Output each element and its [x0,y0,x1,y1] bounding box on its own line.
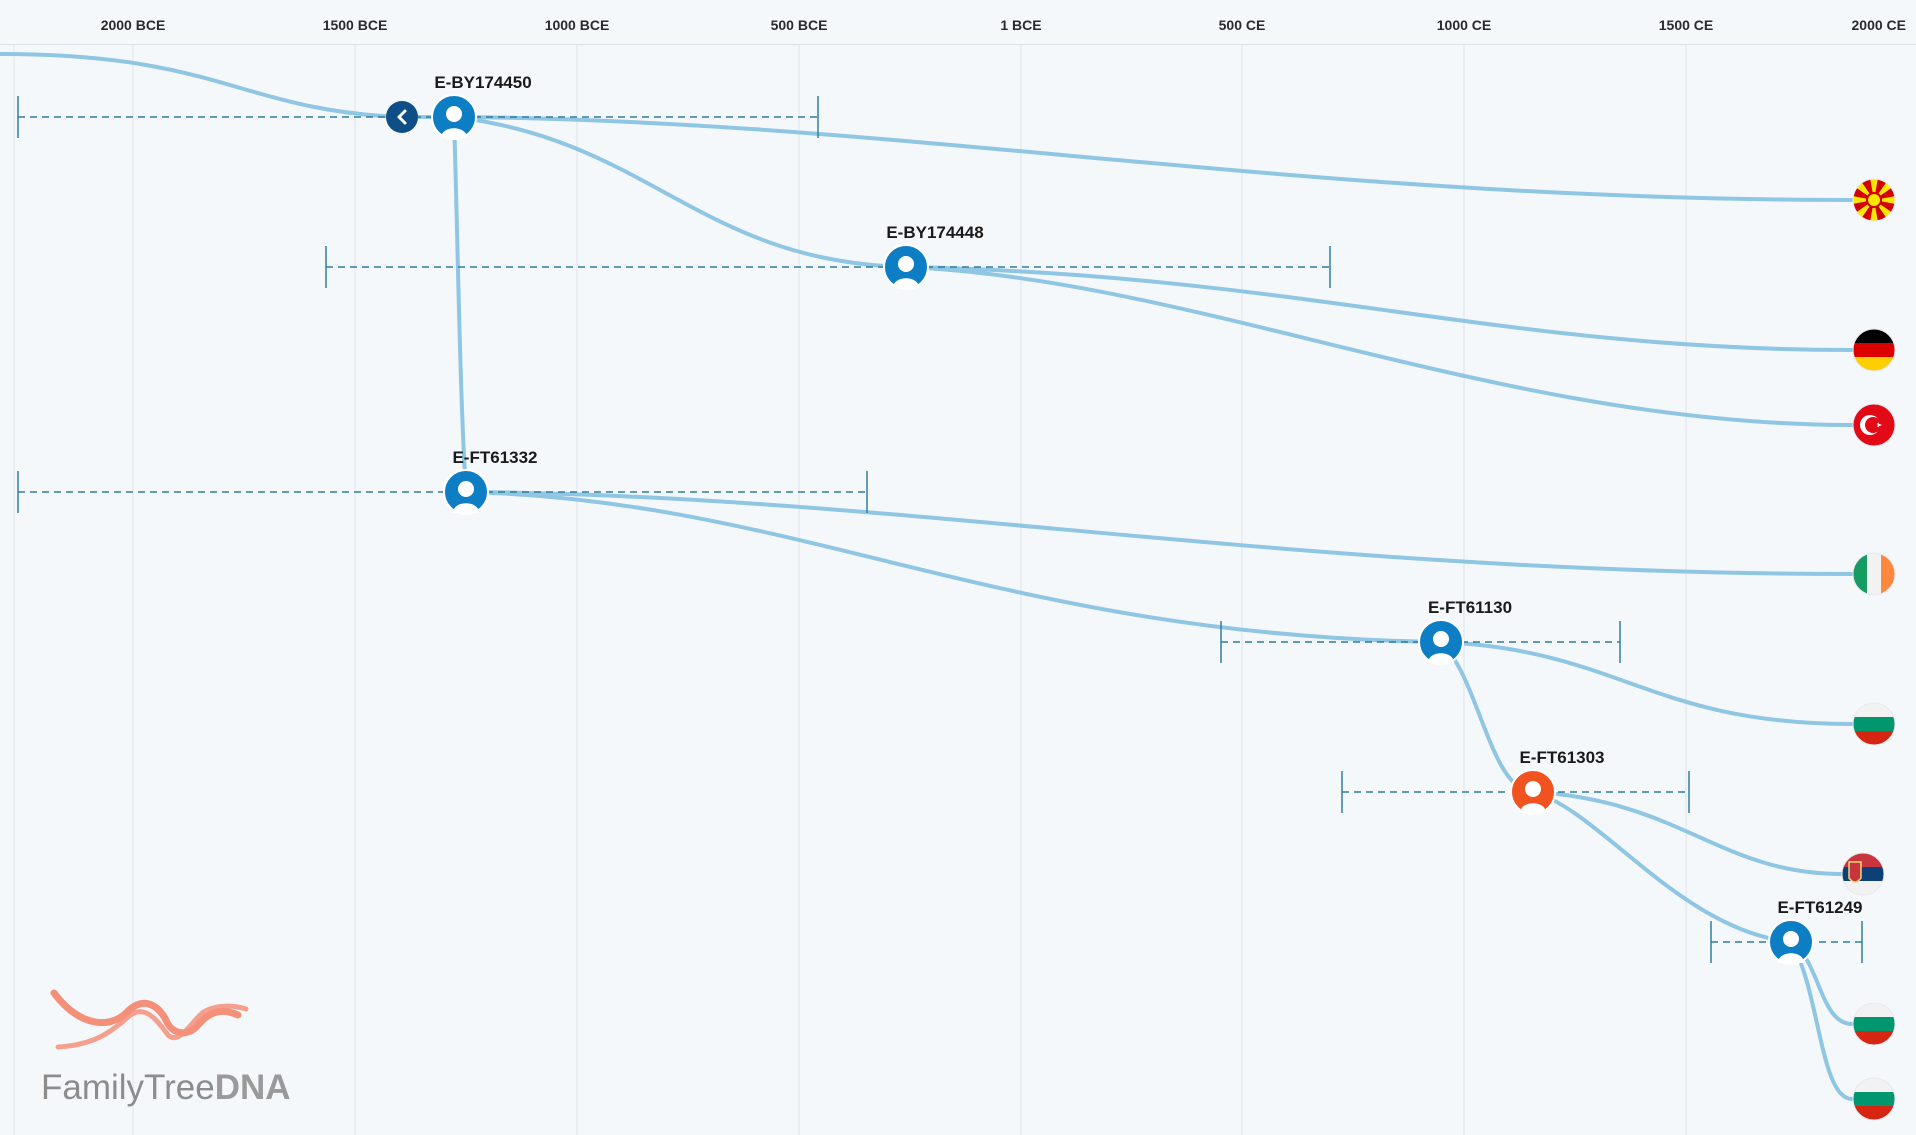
person-icon [893,256,919,288]
haplogroup-label[interactable]: E-BY174448 [886,223,983,242]
axis-tick-label: 2000 CE [1851,17,1906,33]
branch-line [464,490,1854,576]
haplogroup-label[interactable]: E-FT61332 [452,448,537,467]
back-button[interactable] [386,101,418,133]
logo-wordmark: FamilyTreeDNA [41,1068,291,1107]
haplogroup-node[interactable] [883,244,929,290]
axis-tick-label: 1000 BCE [544,17,610,33]
axis-tick-label: 1500 BCE [322,17,388,33]
haplogroup-node[interactable] [443,469,489,515]
branch-line [1439,640,1535,794]
flag-bulgaria [1852,1002,1896,1046]
haplogroup-label[interactable]: E-BY174450 [434,73,531,92]
chevron-left-icon [397,109,407,125]
branch-line [904,265,1854,352]
date-range-bar [325,246,1331,288]
flag-bulgaria [1852,1077,1896,1121]
haplogroup-label[interactable]: E-FT61249 [1777,898,1862,917]
flag-serbia [1841,852,1885,896]
axis-tick-label: 1 BCE [1000,17,1042,33]
branch-line [0,52,456,119]
date-range-bar [1220,621,1621,663]
flag-turkey [1852,403,1896,447]
timeline-axis: 2000 BCE 1500 BCE 1000 BCE 500 BCE 1 BCE 500 … [0,0,1916,45]
date-range-bar [17,471,868,513]
branch-line [1531,790,1793,944]
person-icon [1428,631,1454,663]
haplogroup-node[interactable] [1510,769,1556,815]
dna-helix-icon [50,989,249,1050]
flag-bulgaria [1852,702,1896,746]
haplogroup-node[interactable] [431,94,477,140]
branch-line [1531,790,1844,876]
branch-line [904,265,1854,427]
branch-line [452,115,1854,202]
flag-north-macedonia [1852,178,1896,222]
flag-germany [1852,328,1896,372]
branch-line [1439,640,1854,726]
haplogroup-node[interactable] [1418,619,1464,665]
familytreedna-logo: FamilyTreeDNA [38,985,291,1115]
person-icon [453,481,479,513]
haplogroup-label[interactable]: E-FT61303 [1519,748,1604,767]
axis-tick-label: 1000 CE [1436,17,1492,33]
axis-tick-label: 1500 CE [1658,17,1714,33]
person-icon [1778,931,1804,963]
axis-tick-label: 2000 BCE [100,17,166,33]
axis-tick-label: 500 BCE [770,17,828,33]
person-icon [1520,781,1546,813]
branch-line [464,490,1443,644]
branch-line [452,115,468,494]
person-icon [441,106,467,138]
axis-tick-label: 500 CE [1218,17,1266,33]
haplogroup-label[interactable]: E-FT61130 [1428,598,1512,617]
branch-line [452,115,908,269]
flag-ireland [1852,552,1896,596]
haplogroup-node[interactable] [1768,919,1814,965]
